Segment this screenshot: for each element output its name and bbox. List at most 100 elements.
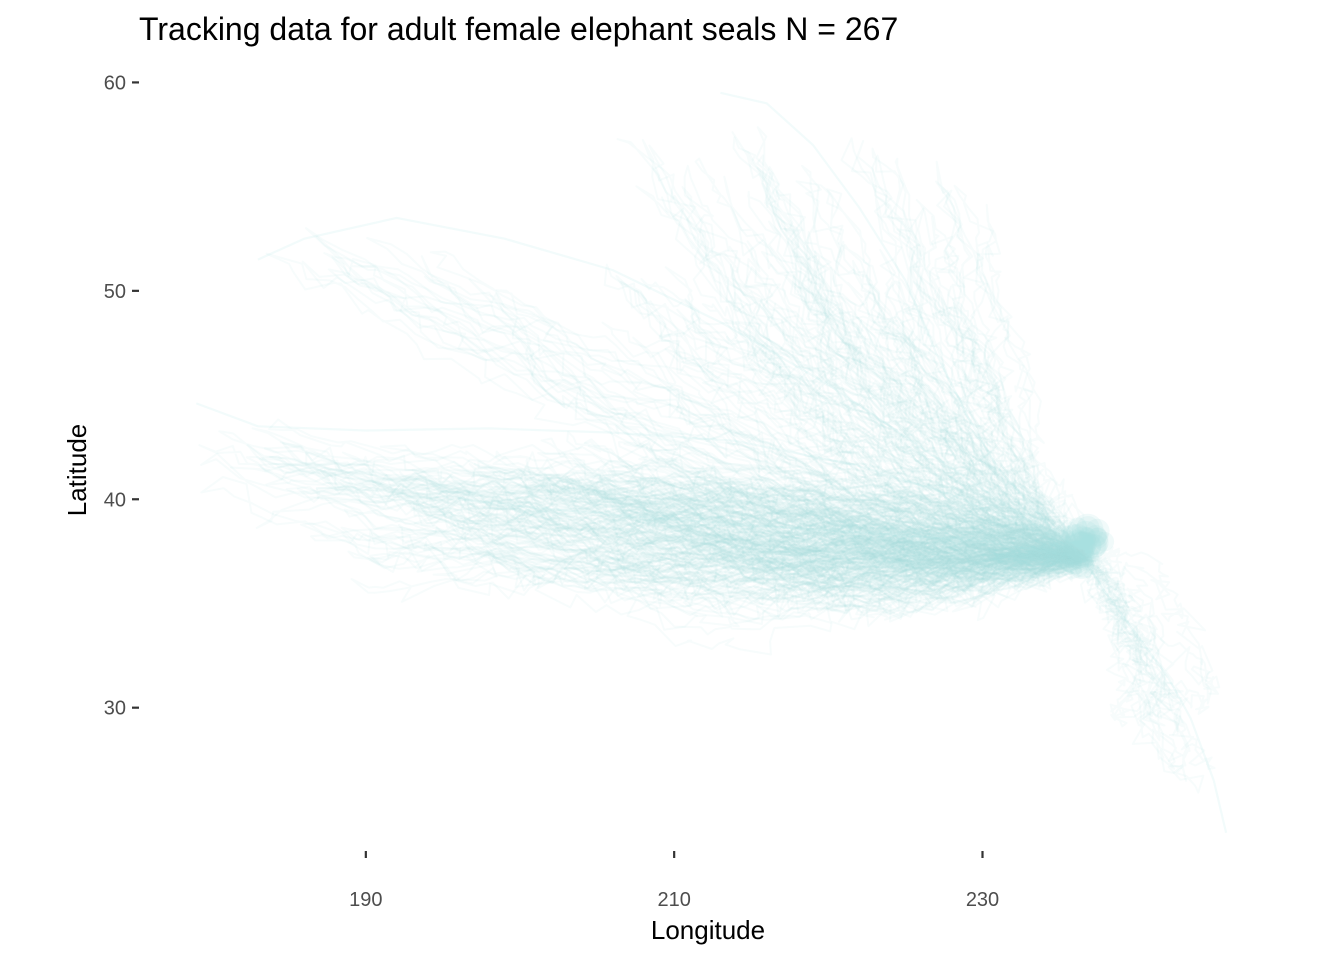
seal-track [764, 532, 1084, 614]
seal-track [495, 289, 1080, 562]
seal-track [473, 462, 1095, 559]
colony-density-blob [1068, 553, 1095, 580]
seal-track [468, 278, 1072, 558]
seal-track [805, 450, 1083, 572]
seal-track [616, 138, 1090, 562]
seal-track [497, 496, 1092, 568]
seal-track [600, 517, 1087, 570]
seal-track [919, 215, 1086, 561]
seal-track [635, 289, 1073, 567]
seal-track [523, 498, 1089, 566]
seal-track [428, 479, 1096, 582]
seal-track [350, 547, 1078, 618]
seal-track [265, 252, 1077, 552]
colony-density-blob [1059, 543, 1091, 575]
seal-track [566, 476, 1096, 608]
seal-track [411, 469, 1078, 565]
seal-track [367, 550, 1080, 592]
x-axis-title: Longitude [651, 915, 765, 945]
colony-density-blob [1071, 513, 1104, 546]
seal-track [659, 432, 1078, 570]
seal-track [975, 203, 1080, 565]
seal-track [821, 433, 1095, 570]
seal-track [747, 190, 1083, 551]
colony-density-blob [1065, 524, 1091, 550]
seal-track [200, 476, 1083, 587]
colony-density-blob [1060, 525, 1074, 539]
seal-track [261, 458, 1089, 582]
seal-track [541, 476, 1091, 566]
seal-track [834, 240, 1089, 566]
seal-track [511, 478, 1083, 585]
seal-track [632, 336, 1086, 567]
seal-track [795, 180, 1086, 560]
seal-track [852, 260, 1083, 555]
seal-track [894, 157, 1093, 564]
colony-density-blob [1087, 527, 1109, 549]
colony-density-blob [1069, 541, 1088, 559]
seal-track [801, 164, 1089, 571]
seal-track [583, 438, 1096, 571]
seal-track [664, 348, 1081, 561]
seal-track [620, 280, 1076, 565]
seal-track [622, 538, 1084, 583]
seal-track [894, 280, 1092, 559]
colony-density-blob [1065, 531, 1096, 562]
seal-track [492, 455, 1084, 570]
seal-track [471, 470, 1086, 574]
colony-density-blob [1067, 532, 1096, 561]
seal-track [497, 486, 1075, 569]
x-axis: 190 210 230 [349, 851, 999, 911]
seal-track [397, 523, 1091, 614]
seal-track [601, 321, 1101, 563]
seal-track [477, 460, 1089, 558]
seal-track [1080, 547, 1210, 715]
seal-track [579, 521, 1089, 583]
seal-track [1064, 544, 1182, 712]
seal-track [343, 508, 1100, 617]
seal-track [323, 252, 1086, 559]
seal-track [670, 472, 1082, 583]
seal-track [684, 299, 1097, 563]
seal-track [319, 469, 1091, 563]
seal-track [732, 136, 1084, 554]
colony-density-blob [1071, 520, 1101, 550]
seal-track [658, 331, 1095, 570]
seal-track [609, 473, 1095, 570]
seal-track [245, 456, 1082, 572]
seal-track [424, 275, 1079, 575]
seal-track [885, 281, 1086, 556]
seal-track [726, 475, 1090, 566]
seal-track [511, 496, 1087, 565]
y-axis: 30 40 50 60 [104, 72, 139, 720]
seal-track [850, 139, 1095, 556]
seal-track [874, 197, 1091, 565]
seal-track [399, 471, 1079, 580]
seal-track [778, 319, 1080, 561]
seal-track [742, 484, 1086, 586]
seal-track [493, 509, 1077, 569]
seal-track [619, 494, 1081, 574]
seal-track [616, 513, 1091, 573]
seal-track [540, 473, 1100, 628]
seal-track [899, 316, 1082, 587]
colony-density-blob [1079, 527, 1097, 546]
seal-track [370, 532, 1089, 618]
seal-track [1083, 552, 1184, 762]
seal-track [871, 147, 1084, 557]
seal-track [656, 507, 1090, 588]
colony-density-blob [1078, 545, 1099, 566]
seal-track [677, 474, 1081, 561]
seal-track [716, 482, 1094, 597]
seal-track [404, 499, 1085, 607]
seal-track [1073, 545, 1176, 770]
colony-density-blob [1081, 534, 1106, 559]
seal-track [622, 491, 1083, 578]
seal-track [529, 524, 1088, 571]
colony-density-blob [1070, 526, 1096, 552]
seal-track [826, 188, 1078, 563]
seal-track [431, 505, 1083, 584]
seal-track [372, 483, 1092, 631]
seal-track [796, 497, 1086, 586]
seal-track [569, 518, 1092, 604]
